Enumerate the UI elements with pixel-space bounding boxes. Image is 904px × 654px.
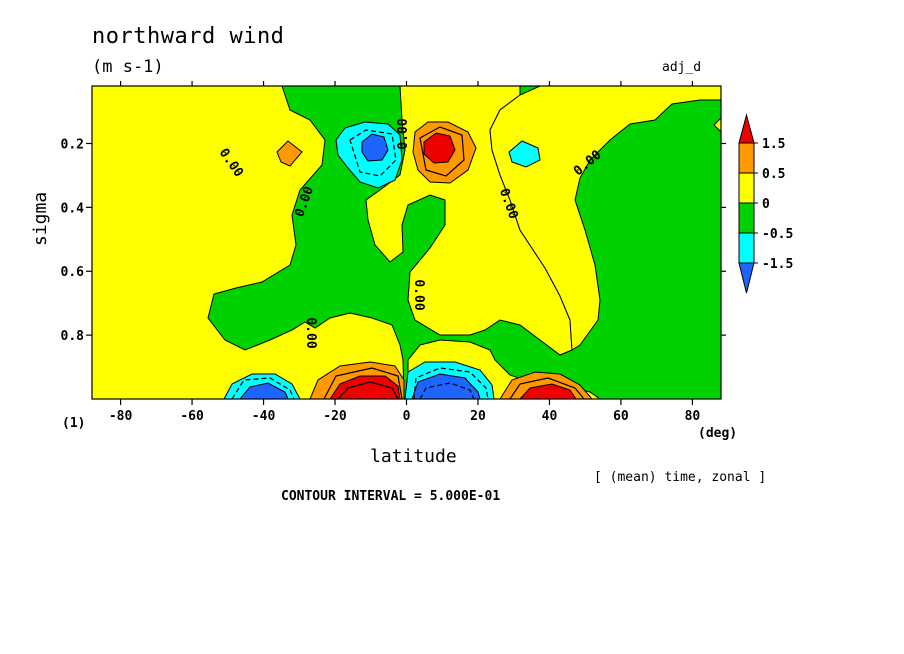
colorbar-label: -0.5	[762, 227, 793, 242]
colorbar: 1.5 0.5 0 -0.5 -1.5	[738, 113, 793, 294]
contour-label: 0.00	[411, 279, 426, 310]
x-axis-label: latitude	[370, 446, 457, 467]
contour-label: 0.00	[303, 317, 318, 348]
y-tick-label: 0.2	[61, 137, 84, 152]
colorbar-swatch	[738, 142, 755, 174]
contour-fills	[92, 86, 721, 399]
fill-positive-west	[92, 86, 405, 399]
x-axis-unit: (deg)	[698, 426, 738, 441]
colorbar-label: 0.5	[762, 167, 785, 182]
inner-contours	[231, 126, 585, 399]
colorbar-label: 1.5	[762, 137, 785, 152]
run-name: adj_d	[662, 60, 702, 75]
x-tick-label: 40	[542, 409, 558, 424]
y-tick-label: 0.4	[61, 201, 85, 216]
contour-label: 0.00	[396, 118, 411, 149]
x-tick-label: -60	[180, 409, 204, 424]
averaging-note: [ (mean) time, zonal ]	[594, 470, 767, 485]
colorbar-swatch-top	[738, 113, 755, 144]
colorbar-swatch-bottom	[738, 262, 755, 294]
y-tick-label: 0.8	[61, 329, 85, 344]
fill-orange-upper-west	[276, 140, 303, 167]
x-tick-label: -20	[323, 409, 347, 424]
x-axis: -80 -60 -40 -20 0 20 40 60 80	[109, 81, 701, 424]
fill-red-lower-west	[329, 375, 401, 399]
fill-positive-east	[489, 86, 721, 351]
fill-blue-lower-east	[411, 373, 481, 399]
x-tick-label: -40	[252, 409, 276, 424]
x-tick-label: 20	[470, 409, 486, 424]
fill-blue-upper	[361, 133, 389, 162]
colorbar-label: 0	[762, 197, 770, 212]
y-axis: 0.2 0.4 0.6 0.8	[61, 137, 726, 344]
x-tick-label: 80	[685, 409, 701, 424]
axis-index-label: (1)	[62, 416, 86, 431]
fill-blue-lower-west	[239, 382, 289, 399]
colorbar-swatch	[738, 172, 755, 204]
contour-interval: CONTOUR INTERVAL = 5.000E-01	[281, 489, 501, 504]
colorbar-label: -1.5	[762, 257, 793, 272]
y-tick-label: 0.6	[61, 265, 85, 280]
fill-red-upper	[423, 132, 456, 164]
fill-cyan-upper-east	[508, 140, 541, 168]
x-tick-label: 60	[613, 409, 629, 424]
colorbar-swatch	[738, 232, 755, 264]
fill-red-lower-east	[519, 383, 577, 399]
y-axis-label: sigma	[30, 191, 51, 246]
fill-positive-eastedge	[713, 117, 721, 133]
x-tick-label: 0	[403, 409, 411, 424]
chart-title: northward wind	[92, 24, 285, 49]
colorbar-swatch	[738, 202, 755, 234]
chart-units: (m s-1)	[92, 57, 164, 77]
x-tick-label: -80	[109, 409, 133, 424]
